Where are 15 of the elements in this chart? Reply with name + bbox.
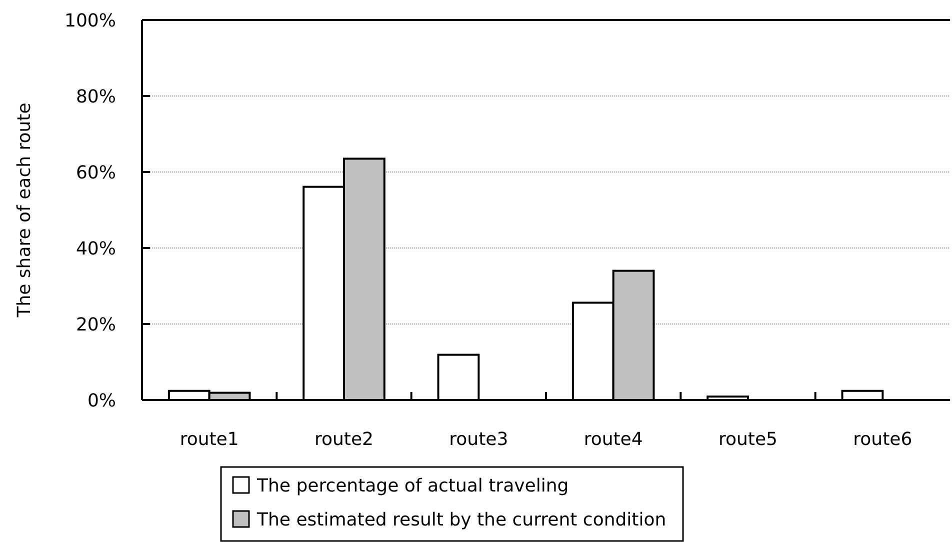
y-tick-label: 60% bbox=[76, 162, 116, 184]
legend-label: The percentage of actual traveling bbox=[256, 475, 569, 496]
x-tick-label: route1 bbox=[180, 429, 239, 450]
x-tick-label: route5 bbox=[718, 429, 778, 450]
y-tick-label: 80% bbox=[76, 86, 116, 108]
y-tick-label: 100% bbox=[64, 10, 116, 32]
x-tick-label: route3 bbox=[449, 429, 508, 450]
x-tick-label: route2 bbox=[314, 429, 374, 450]
x-tick-label: route6 bbox=[853, 429, 912, 450]
y-axis-title: The share of each route bbox=[14, 102, 35, 318]
x-tick-label: route4 bbox=[584, 429, 643, 450]
y-tick-label: 0% bbox=[87, 390, 116, 412]
y-tick-label: 20% bbox=[76, 314, 116, 336]
y-tick-label: 40% bbox=[76, 238, 116, 260]
legend-label: The estimated result by the current condition bbox=[256, 509, 666, 530]
